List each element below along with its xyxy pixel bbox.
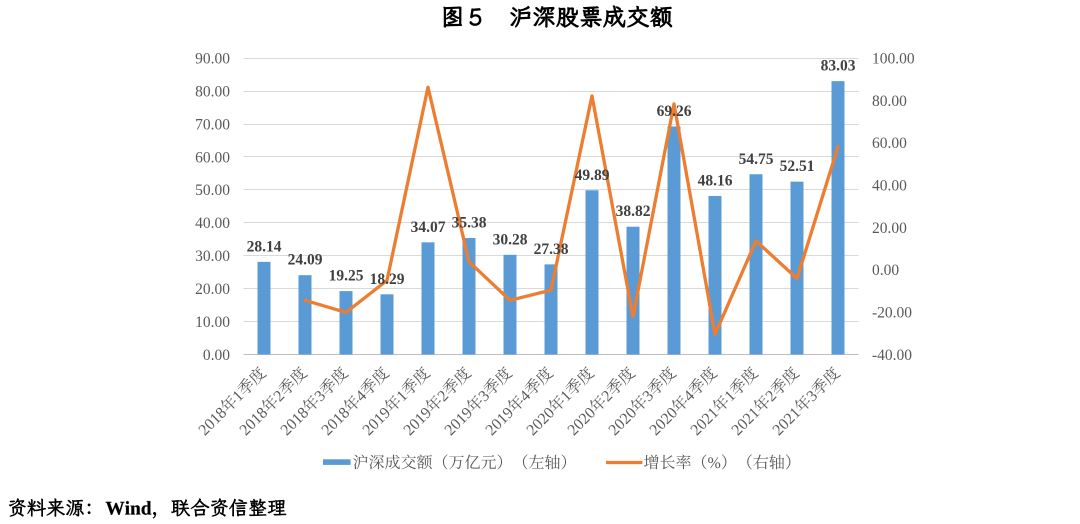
svg-text:35.38: 35.38 xyxy=(452,215,487,232)
svg-text:10.00: 10.00 xyxy=(195,314,230,331)
svg-text:52.51: 52.51 xyxy=(780,158,815,175)
svg-text:80.00: 80.00 xyxy=(195,83,230,100)
svg-text:40.00: 40.00 xyxy=(872,178,907,195)
svg-text:24.09: 24.09 xyxy=(288,252,323,269)
svg-text:30.28: 30.28 xyxy=(493,231,528,248)
svg-text:27.38: 27.38 xyxy=(534,241,569,258)
svg-text:90.00: 90.00 xyxy=(195,51,230,68)
svg-text:38.82: 38.82 xyxy=(616,203,651,220)
svg-text:-40.00: -40.00 xyxy=(872,347,912,364)
svg-text:60.00: 60.00 xyxy=(872,135,907,152)
svg-text:20.00: 20.00 xyxy=(872,220,907,237)
svg-text:70.00: 70.00 xyxy=(195,116,230,133)
svg-text:0.00: 0.00 xyxy=(872,262,899,279)
svg-text:28.14: 28.14 xyxy=(247,238,282,255)
svg-text:34.07: 34.07 xyxy=(411,219,446,236)
svg-text:69.26: 69.26 xyxy=(657,103,692,120)
svg-text:-20.00: -20.00 xyxy=(872,305,912,322)
svg-text:49.89: 49.89 xyxy=(575,167,610,184)
svg-text:20.00: 20.00 xyxy=(195,281,230,298)
svg-text:80.00: 80.00 xyxy=(872,93,907,110)
svg-text:60.00: 60.00 xyxy=(195,149,230,166)
svg-text:48.16: 48.16 xyxy=(698,172,733,189)
svg-text:54.75: 54.75 xyxy=(739,151,774,168)
svg-text:50.00: 50.00 xyxy=(195,182,230,199)
svg-text:0.00: 0.00 xyxy=(203,347,230,364)
svg-text:100.00: 100.00 xyxy=(872,51,915,68)
svg-text:83.03: 83.03 xyxy=(821,58,856,75)
svg-text:19.25: 19.25 xyxy=(329,268,364,285)
svg-text:30.00: 30.00 xyxy=(195,248,230,265)
svg-text:40.00: 40.00 xyxy=(195,215,230,232)
svg-text:18.29: 18.29 xyxy=(370,271,405,288)
